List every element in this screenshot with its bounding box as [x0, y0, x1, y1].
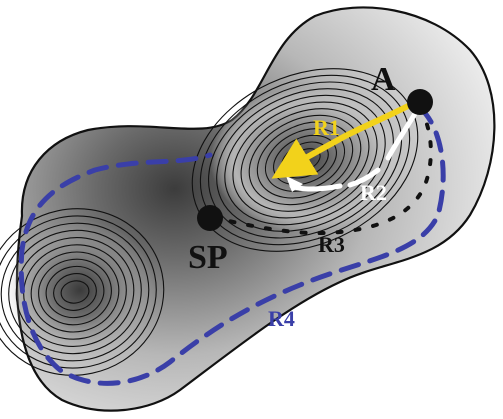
right-basin-contour [264, 128, 346, 192]
right-basin-contour [256, 121, 354, 199]
route-1-path [271, 101, 415, 179]
route-1-label: R1 [313, 115, 340, 140]
right-basin-contour [207, 81, 403, 239]
right-basin-contour [248, 114, 362, 206]
left-basin-contour [0, 208, 165, 376]
route-3-path [213, 106, 433, 236]
point-a-label: A [371, 61, 396, 98]
right-basin-contour [232, 101, 378, 219]
route-3-label: R3 [318, 232, 345, 257]
left-basin-contour [30, 251, 120, 333]
left-basin-contour [0, 215, 157, 369]
right-basin-contour [216, 88, 394, 232]
route-4-path [18, 105, 446, 386]
saddle-point-label: SP [188, 239, 228, 276]
route-2-label: R2 [360, 180, 387, 205]
right-basin-contour [240, 108, 370, 212]
left-basin-contour [8, 229, 142, 355]
left-basin-contour [38, 258, 112, 326]
right-basin-contour [224, 94, 386, 226]
left-basin-contour [60, 280, 90, 304]
left-basin-contour [15, 237, 135, 347]
route-4-label: R4 [268, 306, 295, 331]
left-basin [5, 220, 155, 360]
route-2-arrowhead [286, 176, 303, 192]
left-basin-contour [0, 222, 150, 362]
saddle-point-marker [197, 205, 223, 231]
point-a-marker [407, 89, 433, 115]
left-basin-contour [53, 273, 97, 311]
left-basin-contour [45, 265, 105, 319]
